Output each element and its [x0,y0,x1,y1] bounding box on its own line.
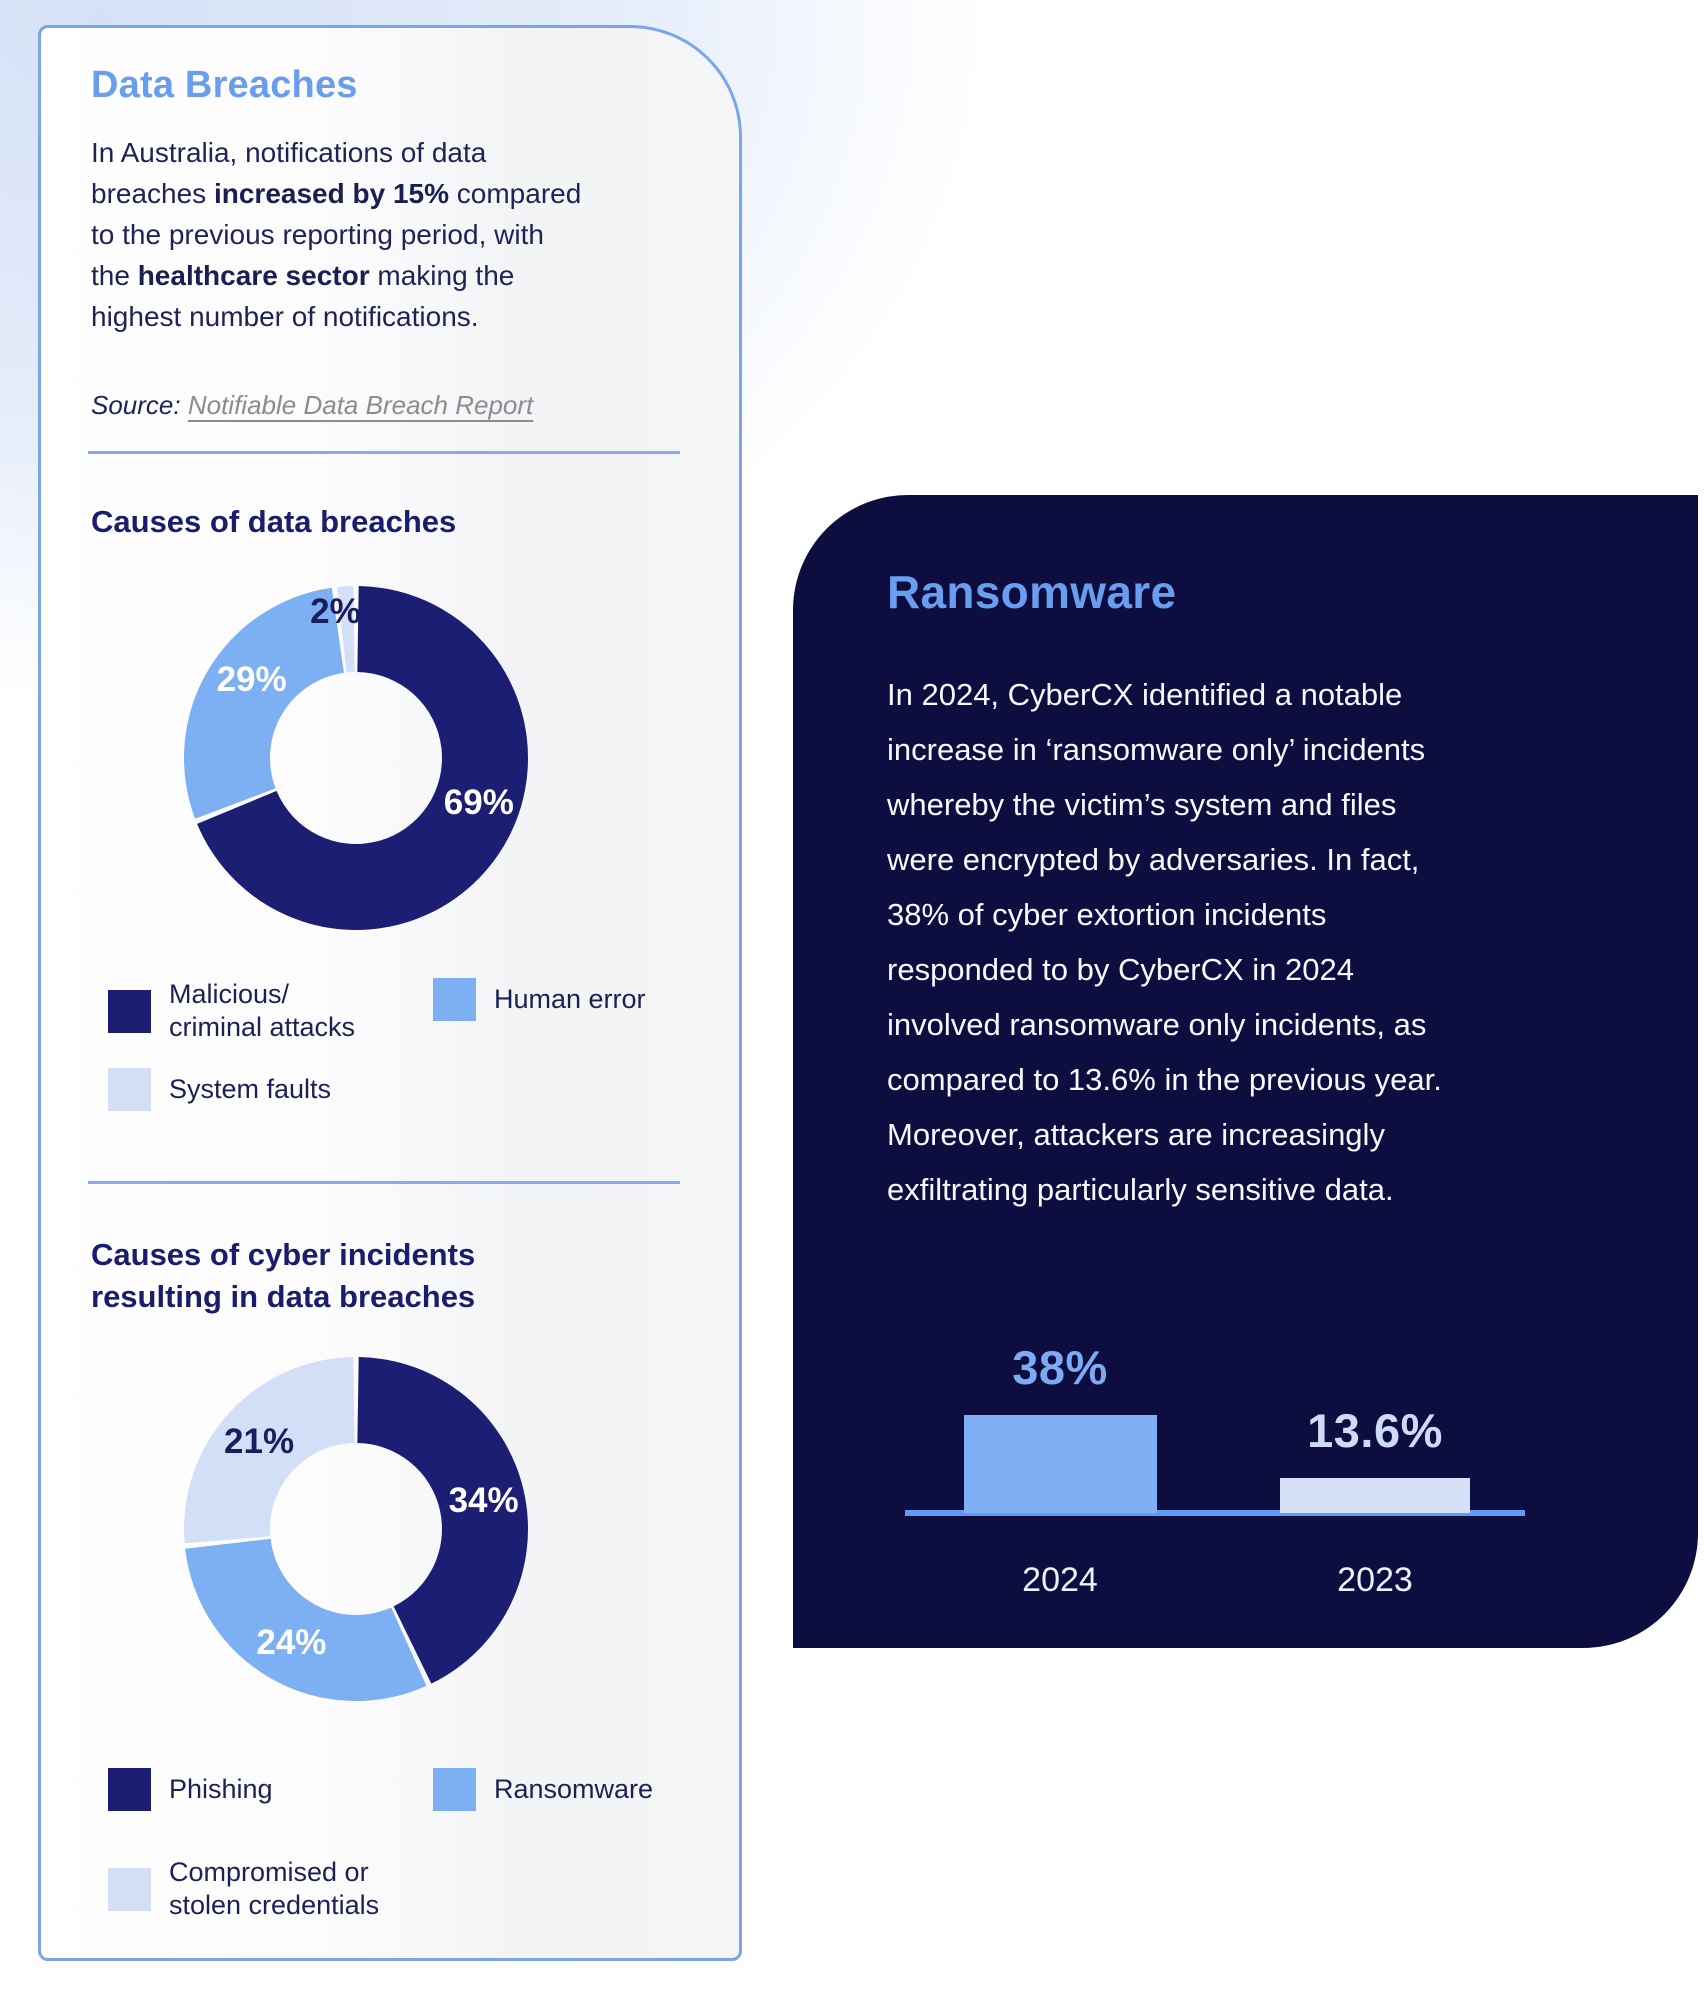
donut-segment-21% [184,1357,355,1544]
data-breaches-title: Data Breaches [91,64,358,106]
bar-value-label: 38% [1012,1341,1108,1394]
legend-swatch-pale-blue [108,1068,151,1111]
source-link[interactable]: Notifiable Data Breach Report [187,390,534,420]
legend-swatch-navy [108,989,151,1033]
ransomware-bar-chart: 38% 2024 13.6% 2023 [905,1323,1525,1613]
legend-item-human-error: Human error [433,978,646,1021]
bar-chart-axis [905,1510,1525,1516]
ransomware-body: In 2024, CyberCX identified a notable in… [887,677,1442,1207]
legend-swatch-light-blue [433,978,476,1021]
bar-year-label: 2024 [1022,1561,1098,1599]
legend-label: Compromised or stolen credentials [169,1857,380,1920]
donut-segment-69% [197,586,528,930]
data-breaches-card: Data Breaches In Australia, notification… [38,25,742,1961]
ransomware-card: Ransomware In 2024, CyberCX identified a… [793,495,1698,1648]
legend-label: Phishing [169,1774,273,1804]
legend-label: System faults [169,1074,332,1104]
bar-2024 [963,1415,1157,1513]
chart1-heading: Causes of data breaches [91,504,457,539]
bar-value-label: 13.6% [1307,1404,1443,1457]
donut-segment-29% [183,587,344,819]
bar-group-2023: 13.6% 2023 [1280,1323,1470,1613]
legend-swatch-light-blue [433,1768,476,1811]
donut-value-label: 34% [449,1481,519,1520]
donut-value-label: 21% [224,1422,294,1461]
text: In Australia, notifications of data brea… [91,137,487,209]
ransomware-title: Ransomware [887,566,1177,618]
bar-year-label: 2023 [1337,1561,1413,1599]
bar-group-2024: 38% 2024 [963,1323,1157,1613]
source-label: Source: [91,390,181,420]
donut-value-label: 24% [256,1623,326,1662]
legend-item-phishing: Phishing [108,1768,273,1811]
data-breaches-intro: In Australia, notifications of data brea… [91,132,581,337]
text: compared to the previous reporting perio… [91,178,582,291]
legend-label: Malicious/ criminal attacks [169,979,356,1042]
donut-segment-2% [337,586,355,673]
chart2-heading: Causes of cyber incidents resulting in d… [91,1237,476,1314]
legend-swatch-pale-blue [108,1867,151,1911]
legend-item-malicious-criminal-attacks: Malicious/ criminal attacks [108,978,355,1044]
legend-label: Ransomware [494,1774,654,1804]
legend-swatch-navy [108,1768,151,1811]
source-line: Source: Notifiable Data Breach Report [91,390,533,421]
legend-item-system-faults: System faults [108,1068,331,1111]
divider [88,451,680,454]
causes-of-data-breaches-donut-chart: 69% 29% 2% [183,586,528,930]
legend-label: Human error [494,984,646,1014]
causes-of-cyber-incidents-donut-chart: 34% 24% 21% [184,1357,528,1701]
donut-segment-24% [185,1538,427,1701]
bold-text: healthcare sector [137,260,370,291]
donut-value-label: 29% [217,660,287,699]
bold-text: increased by 15% [213,178,449,209]
legend-item-ransomware: Ransomware [433,1768,653,1811]
bar-2023 [1280,1478,1470,1513]
donut-value-label: 2% [310,592,361,631]
legend-item-compromised-credentials: Compromised or stolen credentials [108,1856,379,1922]
divider [88,1181,680,1184]
donut-value-label: 69% [444,783,514,822]
donut-segment-34% [357,1357,528,1684]
text: making the highest number of notificatio… [91,260,515,332]
